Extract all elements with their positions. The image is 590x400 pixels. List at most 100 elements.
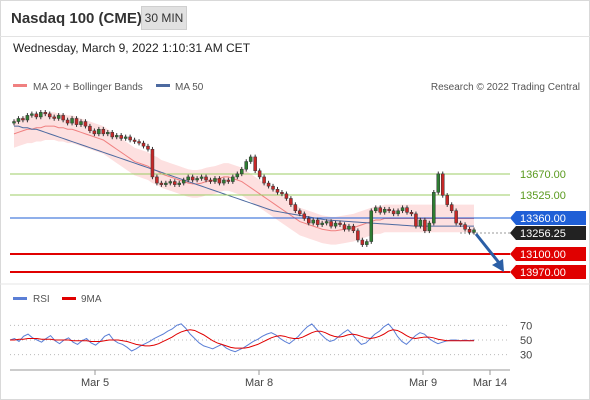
candle	[280, 190, 284, 197]
bollinger-band-area	[14, 112, 474, 245]
candle	[226, 177, 231, 184]
candle	[177, 180, 181, 187]
instrument-title: Nasdaq 100 (CME)	[11, 10, 142, 27]
candle	[213, 176, 217, 184]
candle-body	[47, 113, 52, 118]
candle-body	[436, 173, 441, 193]
candle-body	[463, 224, 467, 230]
candle	[329, 219, 333, 229]
candle-body	[79, 121, 83, 125]
candle	[34, 111, 39, 120]
candle-body	[302, 213, 307, 219]
candle-body	[333, 222, 338, 227]
candle-body	[25, 115, 30, 121]
ma50-legend-swatch	[156, 84, 170, 87]
candle	[436, 171, 441, 195]
candle	[409, 210, 414, 217]
candle-body	[427, 222, 432, 232]
candle	[164, 180, 168, 187]
candle-body	[240, 168, 244, 175]
candle-body	[150, 148, 155, 178]
title-bar: Nasdaq 100 (CME) 30 MIN	[0, 0, 590, 37]
candle-body	[266, 182, 271, 187]
candle-body	[423, 219, 427, 232]
candle	[449, 202, 454, 214]
candle	[275, 186, 280, 195]
candle	[217, 176, 222, 186]
candle	[373, 205, 378, 214]
ma20-legend-label: MA 20 + Bollinger Bands	[33, 82, 143, 93]
candle-body	[222, 179, 226, 184]
candle-body	[34, 113, 39, 118]
candle-body	[414, 213, 418, 227]
candle	[16, 116, 21, 124]
candle-body	[472, 229, 476, 233]
candle-body	[293, 204, 298, 212]
candles	[12, 110, 476, 247]
candle-body	[458, 222, 463, 225]
candle-body	[387, 208, 391, 212]
candle	[146, 143, 150, 152]
candle	[458, 220, 463, 227]
candle-body	[369, 210, 374, 242]
candle-body	[110, 132, 115, 138]
candle	[311, 217, 315, 226]
candle-body	[351, 225, 356, 232]
candle	[253, 154, 257, 174]
candle	[445, 193, 449, 207]
rsi-ma-legend-label: 9MA	[81, 294, 102, 305]
ma50-line	[14, 125, 474, 227]
candle-body	[21, 118, 25, 121]
candle	[271, 183, 275, 192]
candle	[307, 216, 311, 226]
candle	[405, 205, 409, 215]
candle	[92, 128, 97, 137]
candle-body	[217, 178, 222, 184]
x-tick-label: Mar 9	[409, 377, 437, 389]
candle-body	[119, 135, 123, 139]
candle-body	[83, 121, 88, 127]
candle	[293, 202, 298, 214]
candle	[423, 217, 427, 234]
candle-body	[391, 210, 396, 215]
candle	[132, 137, 137, 144]
candle	[418, 217, 423, 229]
candle-body	[43, 112, 48, 115]
candle-body	[123, 136, 128, 139]
candle	[110, 130, 115, 140]
candle	[43, 110, 48, 117]
candle	[52, 114, 56, 121]
candle	[472, 227, 476, 235]
rsi-ma-legend-swatch	[62, 297, 76, 300]
candle-body	[360, 239, 365, 245]
candle-body	[146, 145, 150, 150]
candle-body	[88, 125, 92, 132]
candle-body	[324, 221, 329, 224]
candle	[114, 133, 119, 140]
candle-body	[382, 208, 387, 213]
candle-body	[199, 176, 204, 179]
candle	[47, 111, 52, 120]
bollinger-bands	[14, 112, 474, 245]
candle-body	[275, 188, 280, 193]
interval-button[interactable]: 30 MIN	[141, 6, 187, 30]
level-label: 13670.00	[520, 169, 566, 181]
x-axis: Mar 5 Mar 8 Mar 9 Mar 14	[81, 370, 507, 389]
candle-body	[311, 219, 315, 224]
candle	[356, 228, 360, 243]
ma20-legend-swatch	[13, 84, 27, 87]
level-tag	[510, 265, 586, 279]
candle	[101, 126, 106, 137]
candle	[369, 208, 374, 244]
candle	[463, 222, 467, 232]
candle-body	[400, 207, 405, 212]
rsi-legend-swatch	[13, 297, 27, 300]
candle-body	[164, 182, 168, 185]
candle	[155, 174, 159, 186]
candle-body	[409, 212, 414, 215]
candle-body	[271, 185, 275, 190]
candle	[266, 180, 271, 189]
level-pivot: 13360.00	[10, 211, 586, 225]
rsi-tick-label: 30	[520, 350, 532, 362]
